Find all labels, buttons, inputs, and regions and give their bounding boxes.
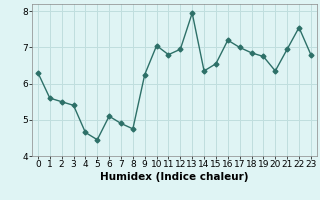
X-axis label: Humidex (Indice chaleur): Humidex (Indice chaleur) (100, 172, 249, 182)
